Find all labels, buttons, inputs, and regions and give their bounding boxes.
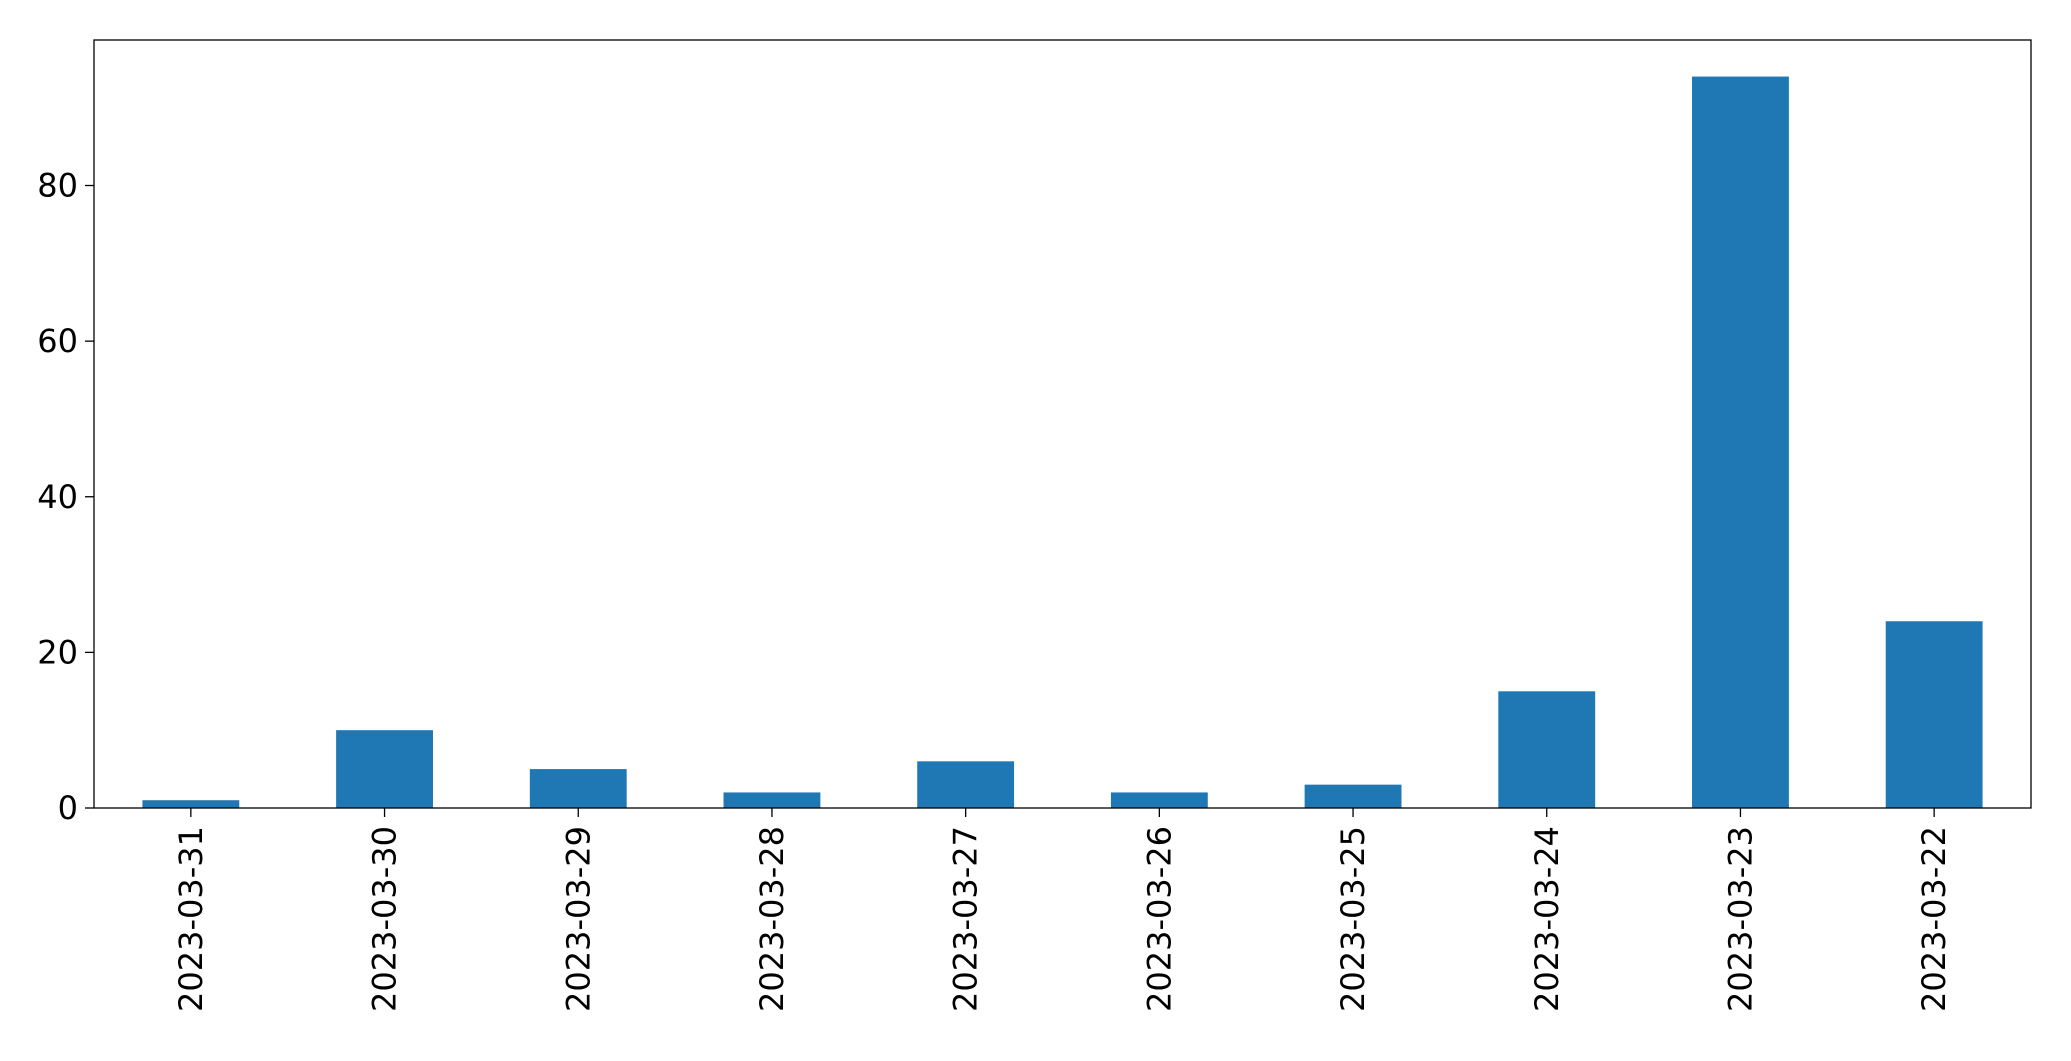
x-tick-label: 2023-03-22 [1915, 826, 1953, 1012]
bar [336, 730, 433, 808]
x-tick-label: 2023-03-25 [1334, 826, 1372, 1012]
y-tick-label: 80 [37, 167, 78, 205]
plot-frame [93, 39, 2032, 809]
y-tick-label: 0 [58, 789, 78, 827]
bar [917, 761, 1015, 808]
x-tick-label: 2023-03-23 [1721, 826, 1759, 1012]
x-tick-label: 2023-03-31 [172, 826, 210, 1012]
bar [1498, 691, 1596, 808]
x-tick-label: 2023-03-29 [559, 826, 597, 1012]
x-tick-label: 2023-03-28 [753, 826, 791, 1012]
bar [142, 800, 240, 808]
bar [529, 769, 627, 808]
bar [1110, 792, 1208, 808]
y-tick-label: 60 [37, 322, 78, 360]
x-tick-label: 2023-03-24 [1528, 826, 1566, 1012]
x-tick-label: 2023-03-30 [366, 826, 404, 1012]
bar [1885, 621, 1983, 808]
bar [723, 792, 821, 808]
x-tick-label: 2023-03-26 [1140, 826, 1178, 1012]
bar [1304, 784, 1402, 808]
y-tick-label: 40 [37, 478, 78, 516]
bar [1692, 76, 1789, 809]
y-tick-label: 20 [37, 633, 78, 671]
x-tick-label: 2023-03-27 [947, 826, 985, 1012]
